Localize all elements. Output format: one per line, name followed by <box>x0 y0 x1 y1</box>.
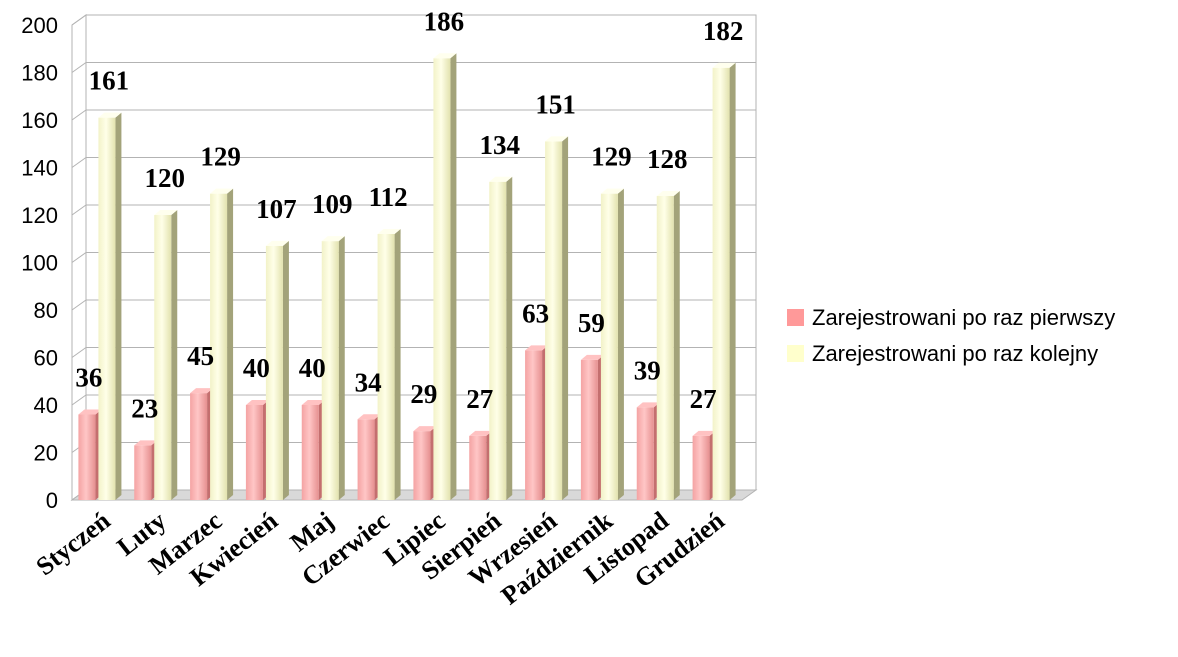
y-tick-label: 20 <box>34 441 58 466</box>
bar-first-11 <box>692 430 716 500</box>
y-tick-label: 200 <box>21 13 58 38</box>
bar-first-2 <box>190 388 214 500</box>
gridline <box>71 109 756 121</box>
bar-next-2 <box>210 188 234 500</box>
y-tick-label: 0 <box>46 488 58 513</box>
data-label-first-1: 23 <box>131 393 158 423</box>
bar-first-6 <box>413 426 437 500</box>
category-label: Styczeń <box>31 506 116 582</box>
bar-first-4 <box>301 400 325 500</box>
gridline <box>71 14 756 26</box>
data-labels: 36 161 23 120 45 129 40 107 40 109 34 112 29 186 27 134… <box>75 6 743 423</box>
data-label-first-5: 34 <box>355 367 382 397</box>
legend-label-next: Zarejestrowani po raz kolejny <box>812 341 1098 366</box>
y-tick-label: 140 <box>21 156 58 181</box>
legend-label-first: Zarejestrowani po raz pierwszy <box>812 305 1115 330</box>
bar-first-7 <box>469 430 493 500</box>
data-label-first-2: 45 <box>187 341 214 371</box>
data-label-next-6: 186 <box>424 6 465 36</box>
bar-next-11 <box>712 62 736 500</box>
bar-next-10 <box>656 191 680 500</box>
data-label-next-10: 128 <box>647 144 688 174</box>
bar-next-8 <box>545 136 569 500</box>
legend-swatch-first <box>787 309 804 326</box>
data-label-next-8: 151 <box>535 89 576 119</box>
data-label-next-4: 109 <box>312 189 353 219</box>
legend: Zarejestrowani po raz pierwszy Zarejestro… <box>787 305 1115 366</box>
data-label-next-0: 161 <box>89 66 130 96</box>
bar-first-8 <box>525 345 549 500</box>
data-label-next-7: 134 <box>480 130 521 160</box>
data-label-next-11: 182 <box>703 16 744 46</box>
data-label-first-10: 39 <box>634 355 661 385</box>
y-tick-label: 40 <box>34 393 58 418</box>
gridline <box>71 62 756 73</box>
data-label-first-0: 36 <box>75 363 102 393</box>
data-label-first-11: 27 <box>690 384 717 414</box>
y-axis: 0 20 40 60 80 100 120 140 160 180 200 <box>21 13 58 513</box>
bar-first-10 <box>636 402 660 500</box>
bar-next-0 <box>98 112 122 500</box>
y-tick-label: 100 <box>21 251 58 276</box>
y-tick-label: 80 <box>34 298 58 323</box>
bar-first-9 <box>580 354 604 500</box>
data-label-next-5: 112 <box>369 182 408 212</box>
y-tick-label: 60 <box>34 346 58 371</box>
data-label-first-6: 29 <box>410 379 437 409</box>
y-tick-label: 160 <box>21 108 58 133</box>
bar-next-4 <box>321 236 345 500</box>
data-label-next-2: 129 <box>200 142 241 172</box>
y-tick-label: 120 <box>21 203 58 228</box>
y-tick-label: 180 <box>21 61 58 86</box>
bar-first-0 <box>78 409 102 500</box>
bar-next-9 <box>600 188 624 500</box>
bar-next-3 <box>265 240 289 500</box>
gridline <box>71 299 756 311</box>
gridline <box>71 252 756 263</box>
bar-next-5 <box>377 229 401 500</box>
bar-first-5 <box>357 414 381 500</box>
legend-swatch-next <box>787 345 804 362</box>
gridline <box>71 204 756 216</box>
gridline <box>71 157 756 168</box>
data-label-next-3: 107 <box>256 194 297 224</box>
bar-next-1 <box>154 210 178 500</box>
bar-next-6 <box>433 53 457 500</box>
data-label-next-1: 120 <box>145 163 186 193</box>
data-label-first-8: 63 <box>522 298 549 328</box>
data-label-first-4: 40 <box>299 353 326 383</box>
data-label-first-7: 27 <box>466 384 493 414</box>
data-label-first-3: 40 <box>243 353 270 383</box>
bar-first-3 <box>245 400 269 500</box>
bar-next-7 <box>489 176 513 500</box>
bar-first-1 <box>134 440 158 500</box>
bars <box>78 53 736 500</box>
data-label-first-9: 59 <box>578 308 605 338</box>
data-label-next-9: 129 <box>591 142 632 172</box>
